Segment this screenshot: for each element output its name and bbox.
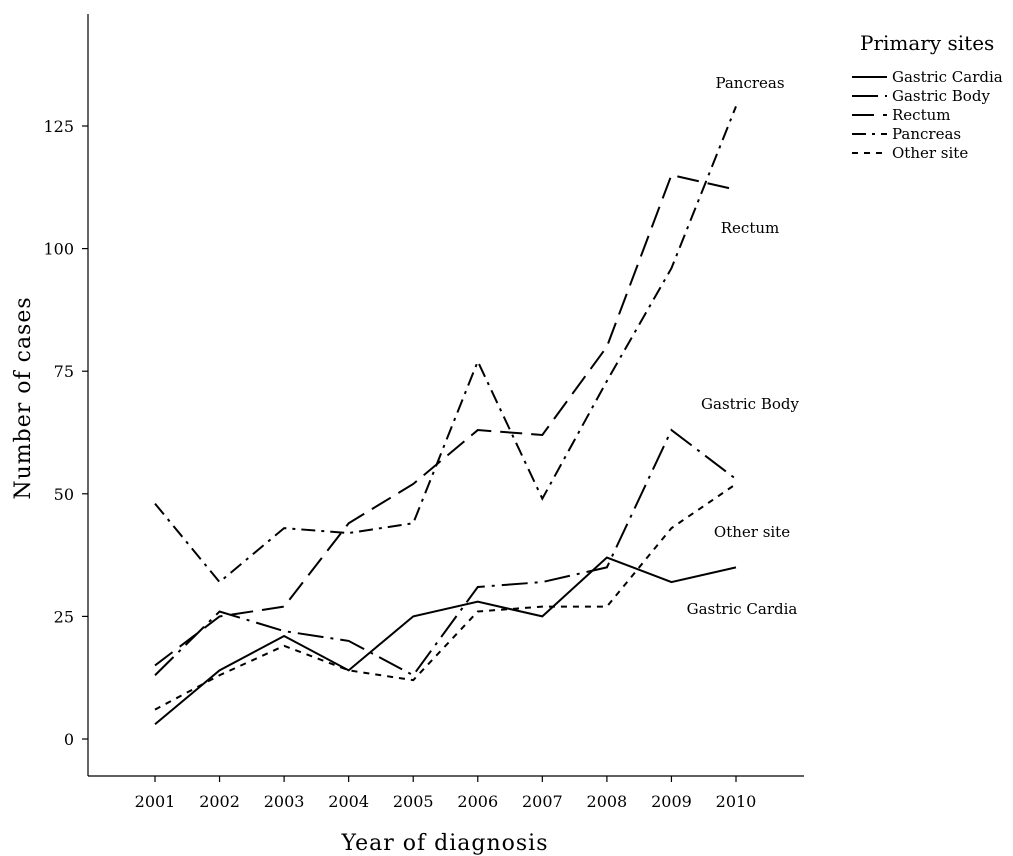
series-label-gastric-cardia: Gastric Cardia	[687, 600, 798, 618]
x-tick-label: 2008	[587, 792, 628, 811]
x-tick-label: 2001	[135, 792, 176, 811]
y-axis-title: Number of cases	[11, 296, 36, 499]
legend-label-gastric-cardia: Gastric Cardia	[892, 68, 1003, 86]
legend-label-pancreas: Pancreas	[892, 125, 961, 143]
x-tick-label: 2003	[264, 792, 305, 811]
x-tick-label: 2007	[522, 792, 563, 811]
x-ticks: 2001 2002 2003 2004 2005 2006 2007 2008 2009 2010	[135, 776, 757, 811]
y-ticks: 0 25 50 75 100 125	[43, 117, 88, 749]
x-tick-label: 2004	[328, 792, 369, 811]
legend-label-other-site: Other site	[892, 144, 968, 162]
series-label-gastric-body: Gastric Body	[701, 395, 799, 413]
series-line-gastric-body	[154, 428, 737, 677]
legend-title: Primary sites	[860, 31, 994, 55]
series-line-other-site	[154, 483, 737, 711]
y-tick-label: 100	[43, 240, 74, 259]
y-tick-label: 75	[54, 362, 74, 381]
series-line-rectum	[154, 173, 737, 667]
x-tick-label: 2005	[393, 792, 434, 811]
y-tick-label: 125	[43, 117, 74, 136]
x-tick-label: 2009	[651, 792, 692, 811]
x-tick-label: 2010	[716, 792, 757, 811]
x-tick-label: 2002	[199, 792, 240, 811]
series-line-gastric-cardia	[154, 556, 737, 726]
y-tick-label: 0	[64, 730, 74, 749]
x-axis-title: Year of diagnosis	[341, 831, 549, 856]
series-label-rectum: Rectum	[721, 219, 779, 237]
legend-label-rectum: Rectum	[892, 106, 950, 124]
series-lines	[154, 106, 737, 726]
series-label-other-site: Other site	[714, 523, 790, 541]
series-line-pancreas	[154, 106, 737, 584]
y-tick-label: 50	[54, 485, 74, 504]
y-tick-label: 25	[54, 607, 74, 626]
series-label-pancreas: Pancreas	[715, 74, 784, 92]
legend-label-gastric-body: Gastric Body	[892, 87, 990, 105]
series-labels: Gastric Cardia Gastric Body Rectum Pancreas…	[687, 74, 800, 618]
x-tick-label: 2006	[457, 792, 498, 811]
